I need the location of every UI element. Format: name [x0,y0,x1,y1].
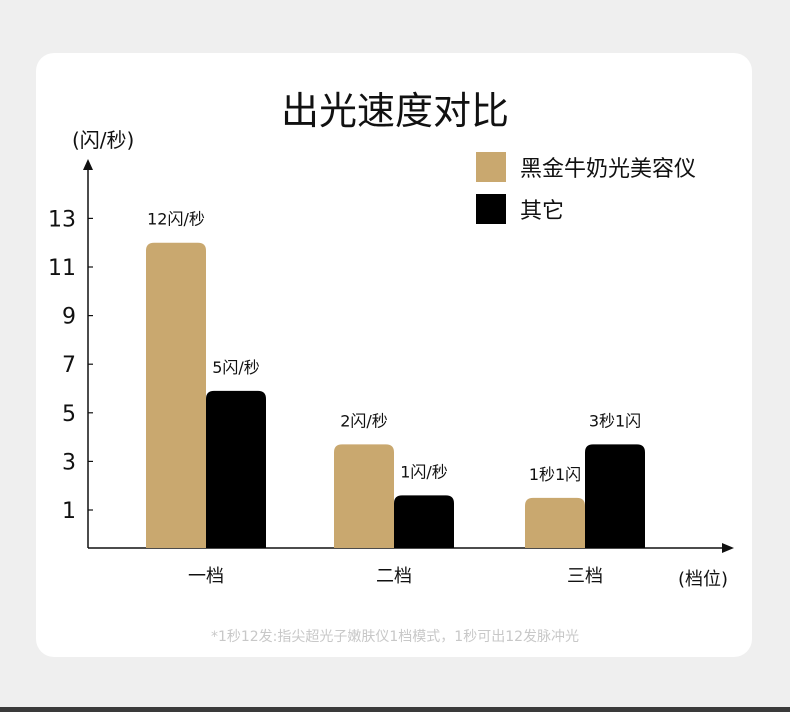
y-axis-label: (闪/秒) [72,128,135,152]
legend-label: 其它 [520,199,565,224]
legend-swatch [476,194,506,224]
data-label: 1秒1闪 [529,465,581,484]
legend-swatch [476,152,506,182]
bar-other [206,390,266,548]
y-tick-label: 5 [62,402,76,427]
x-axis-label: (档位) [678,569,729,590]
data-label: 3秒1闪 [589,411,641,430]
bar-other [394,495,454,548]
bar-product [525,497,585,548]
x-tick-label: 一档 [188,566,224,587]
y-axis-arrow-icon [83,159,93,170]
x-tick-label: 二档 [376,566,412,587]
data-label: 12闪/秒 [147,210,205,229]
data-label: 5闪/秒 [212,358,260,377]
y-tick-label: 13 [48,207,76,232]
legend-item-product: 黑金牛奶光美容仪 [476,152,696,182]
y-tick-label: 11 [48,256,76,281]
legend-item-other: 其它 [476,194,696,224]
data-label: 1闪/秒 [400,462,448,481]
bar-product [334,444,394,548]
x-axis-arrow-icon [722,543,734,553]
legend-label: 黑金牛奶光美容仪 [520,157,697,182]
y-tick-label: 1 [62,499,76,524]
x-tick-label: 三档 [567,566,603,587]
footnote: *1秒12发:指尖超光子嫩肤仪1档模式，1秒可出12发脉冲光 [210,629,580,645]
bar-other [585,444,645,548]
y-tick-label: 9 [62,305,76,330]
y-tick-label: 3 [62,450,76,475]
bar-product [146,242,206,548]
divider [0,707,790,712]
data-label: 2闪/秒 [340,411,388,430]
legend: 黑金牛奶光美容仪 其它 [476,152,696,236]
chart-title: 出光速度对比 [280,89,509,133]
y-tick-label: 7 [62,353,76,378]
